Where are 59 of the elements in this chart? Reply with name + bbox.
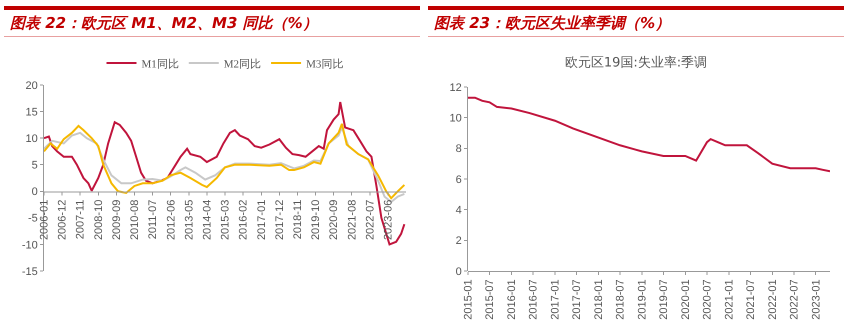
legend-label: M3同比 (306, 57, 344, 70)
x-tick-label: 2008-10 (92, 200, 105, 240)
x-tick-label: 2020-01 (680, 279, 692, 320)
x-tick-label: 2022-07 (364, 200, 376, 240)
x-tick-label: 2015-03 (219, 200, 232, 240)
y-tick-label: 10 (26, 132, 38, 145)
y-tick-label: -15 (22, 266, 38, 278)
y-tick-label: 2 (456, 235, 462, 248)
x-tick-label: 2022-07 (788, 279, 800, 320)
x-tick-label: 2019-07 (658, 279, 670, 320)
x-tick-label: 2012-06 (165, 200, 178, 240)
x-tick-label: 2015-01 (462, 279, 475, 320)
x-tick-label: 2021-07 (744, 279, 757, 320)
x-tick-label: 2019-10 (310, 200, 322, 240)
x-tick-label: 2021-08 (346, 200, 358, 240)
y-tick-label: 8 (456, 143, 462, 156)
x-tick-label: 2019-01 (636, 279, 648, 320)
chart-title: 图表 22：欧元区 M1、M2、M3 同比（%） (4, 6, 420, 37)
y-tick-label: -5 (28, 212, 38, 225)
x-tick-label: 2020-07 (702, 279, 714, 320)
y-tick-label: 0 (32, 186, 38, 198)
x-tick-label: 2011-07 (147, 200, 160, 240)
x-tick-label: 2007-11 (74, 200, 87, 240)
x-tick-label: 2017-12 (274, 200, 286, 240)
legend-label: M1同比 (142, 57, 179, 70)
x-tick-label: 2016-02 (238, 200, 250, 240)
x-tick-label: 2017-07 (571, 279, 584, 320)
x-tick-label: 2021-01 (723, 279, 736, 320)
x-tick-label: 2015-07 (484, 279, 496, 320)
x-tick-label: 2017-01 (256, 200, 268, 240)
line-series (468, 96, 830, 172)
y-tick-label: 5 (32, 160, 38, 172)
x-tick-label: 2017-01 (550, 279, 562, 320)
y-tick-label: 0 (456, 266, 462, 278)
x-tick-label: 2023-01 (810, 279, 822, 320)
x-tick-label: 2006-01 (38, 200, 51, 240)
y-tick-label: 12 (450, 82, 462, 94)
y-tick-label: -10 (22, 239, 38, 252)
y-tick-label: 10 (450, 112, 462, 125)
x-tick-label: 2006-12 (56, 200, 69, 240)
x-tick-label: 2013-05 (183, 200, 196, 240)
y-tick-label: 4 (456, 204, 462, 217)
x-tick-label: 2018-07 (614, 279, 627, 320)
chart-subtitle: 欧元区19国:失业率:季调 (564, 54, 708, 70)
x-tick-label: 2018-01 (592, 279, 605, 320)
x-tick-label: 2014-04 (201, 200, 214, 240)
chart-title: 图表 23：欧元区失业率季调（%） (428, 6, 844, 37)
x-tick-label: 2022-01 (766, 279, 779, 320)
y-tick-label: 20 (26, 80, 38, 92)
x-tick-label: 2020-09 (328, 200, 340, 240)
x-tick-label: 2016-01 (506, 279, 518, 320)
x-tick-label: 2016-07 (528, 279, 540, 320)
legend-label: M2同比 (224, 57, 262, 70)
x-tick-label: 2009-09 (110, 200, 123, 240)
x-tick-label: 2018-11 (292, 200, 304, 240)
y-tick-label: 6 (456, 174, 462, 186)
x-tick-label: 2023-06 (382, 200, 394, 240)
x-tick-label: 2010-08 (129, 200, 142, 240)
y-tick-label: 15 (26, 106, 38, 118)
